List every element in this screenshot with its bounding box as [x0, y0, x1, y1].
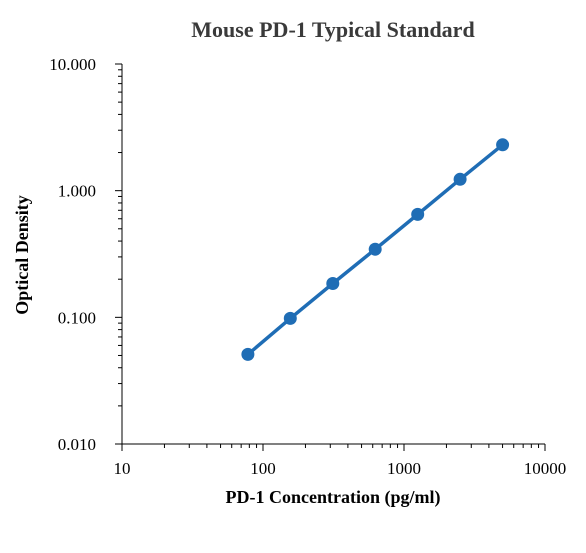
series [241, 138, 510, 361]
data-point [411, 207, 425, 221]
y-axis-title: Optical Density [12, 195, 32, 315]
data-point [453, 172, 467, 186]
data-point [368, 242, 382, 256]
x-tick-label: 10000 [524, 459, 567, 478]
data-point [326, 277, 340, 290]
chart-title: Mouse PD-1 Typical Standard [191, 17, 474, 42]
y-tick-label: 10.000 [49, 55, 96, 74]
ticks [115, 63, 546, 451]
y-tick-label: 1.000 [58, 182, 96, 201]
x-tick-label: 1000 [387, 459, 421, 478]
x-tick-label: 10 [114, 459, 131, 478]
x-tick-label: 100 [250, 459, 276, 478]
data-point [283, 311, 297, 325]
y-tick-label: 0.100 [58, 308, 96, 327]
tick-labels: 0.010 0.100 1.000 10.000 10 100 1000 100… [49, 55, 566, 478]
y-tick-label: 0.010 [58, 435, 96, 454]
data-point [241, 347, 255, 361]
data-point [496, 138, 510, 152]
x-axis-title: PD-1 Concentration (pg/ml) [226, 487, 441, 508]
axes [121, 64, 545, 445]
